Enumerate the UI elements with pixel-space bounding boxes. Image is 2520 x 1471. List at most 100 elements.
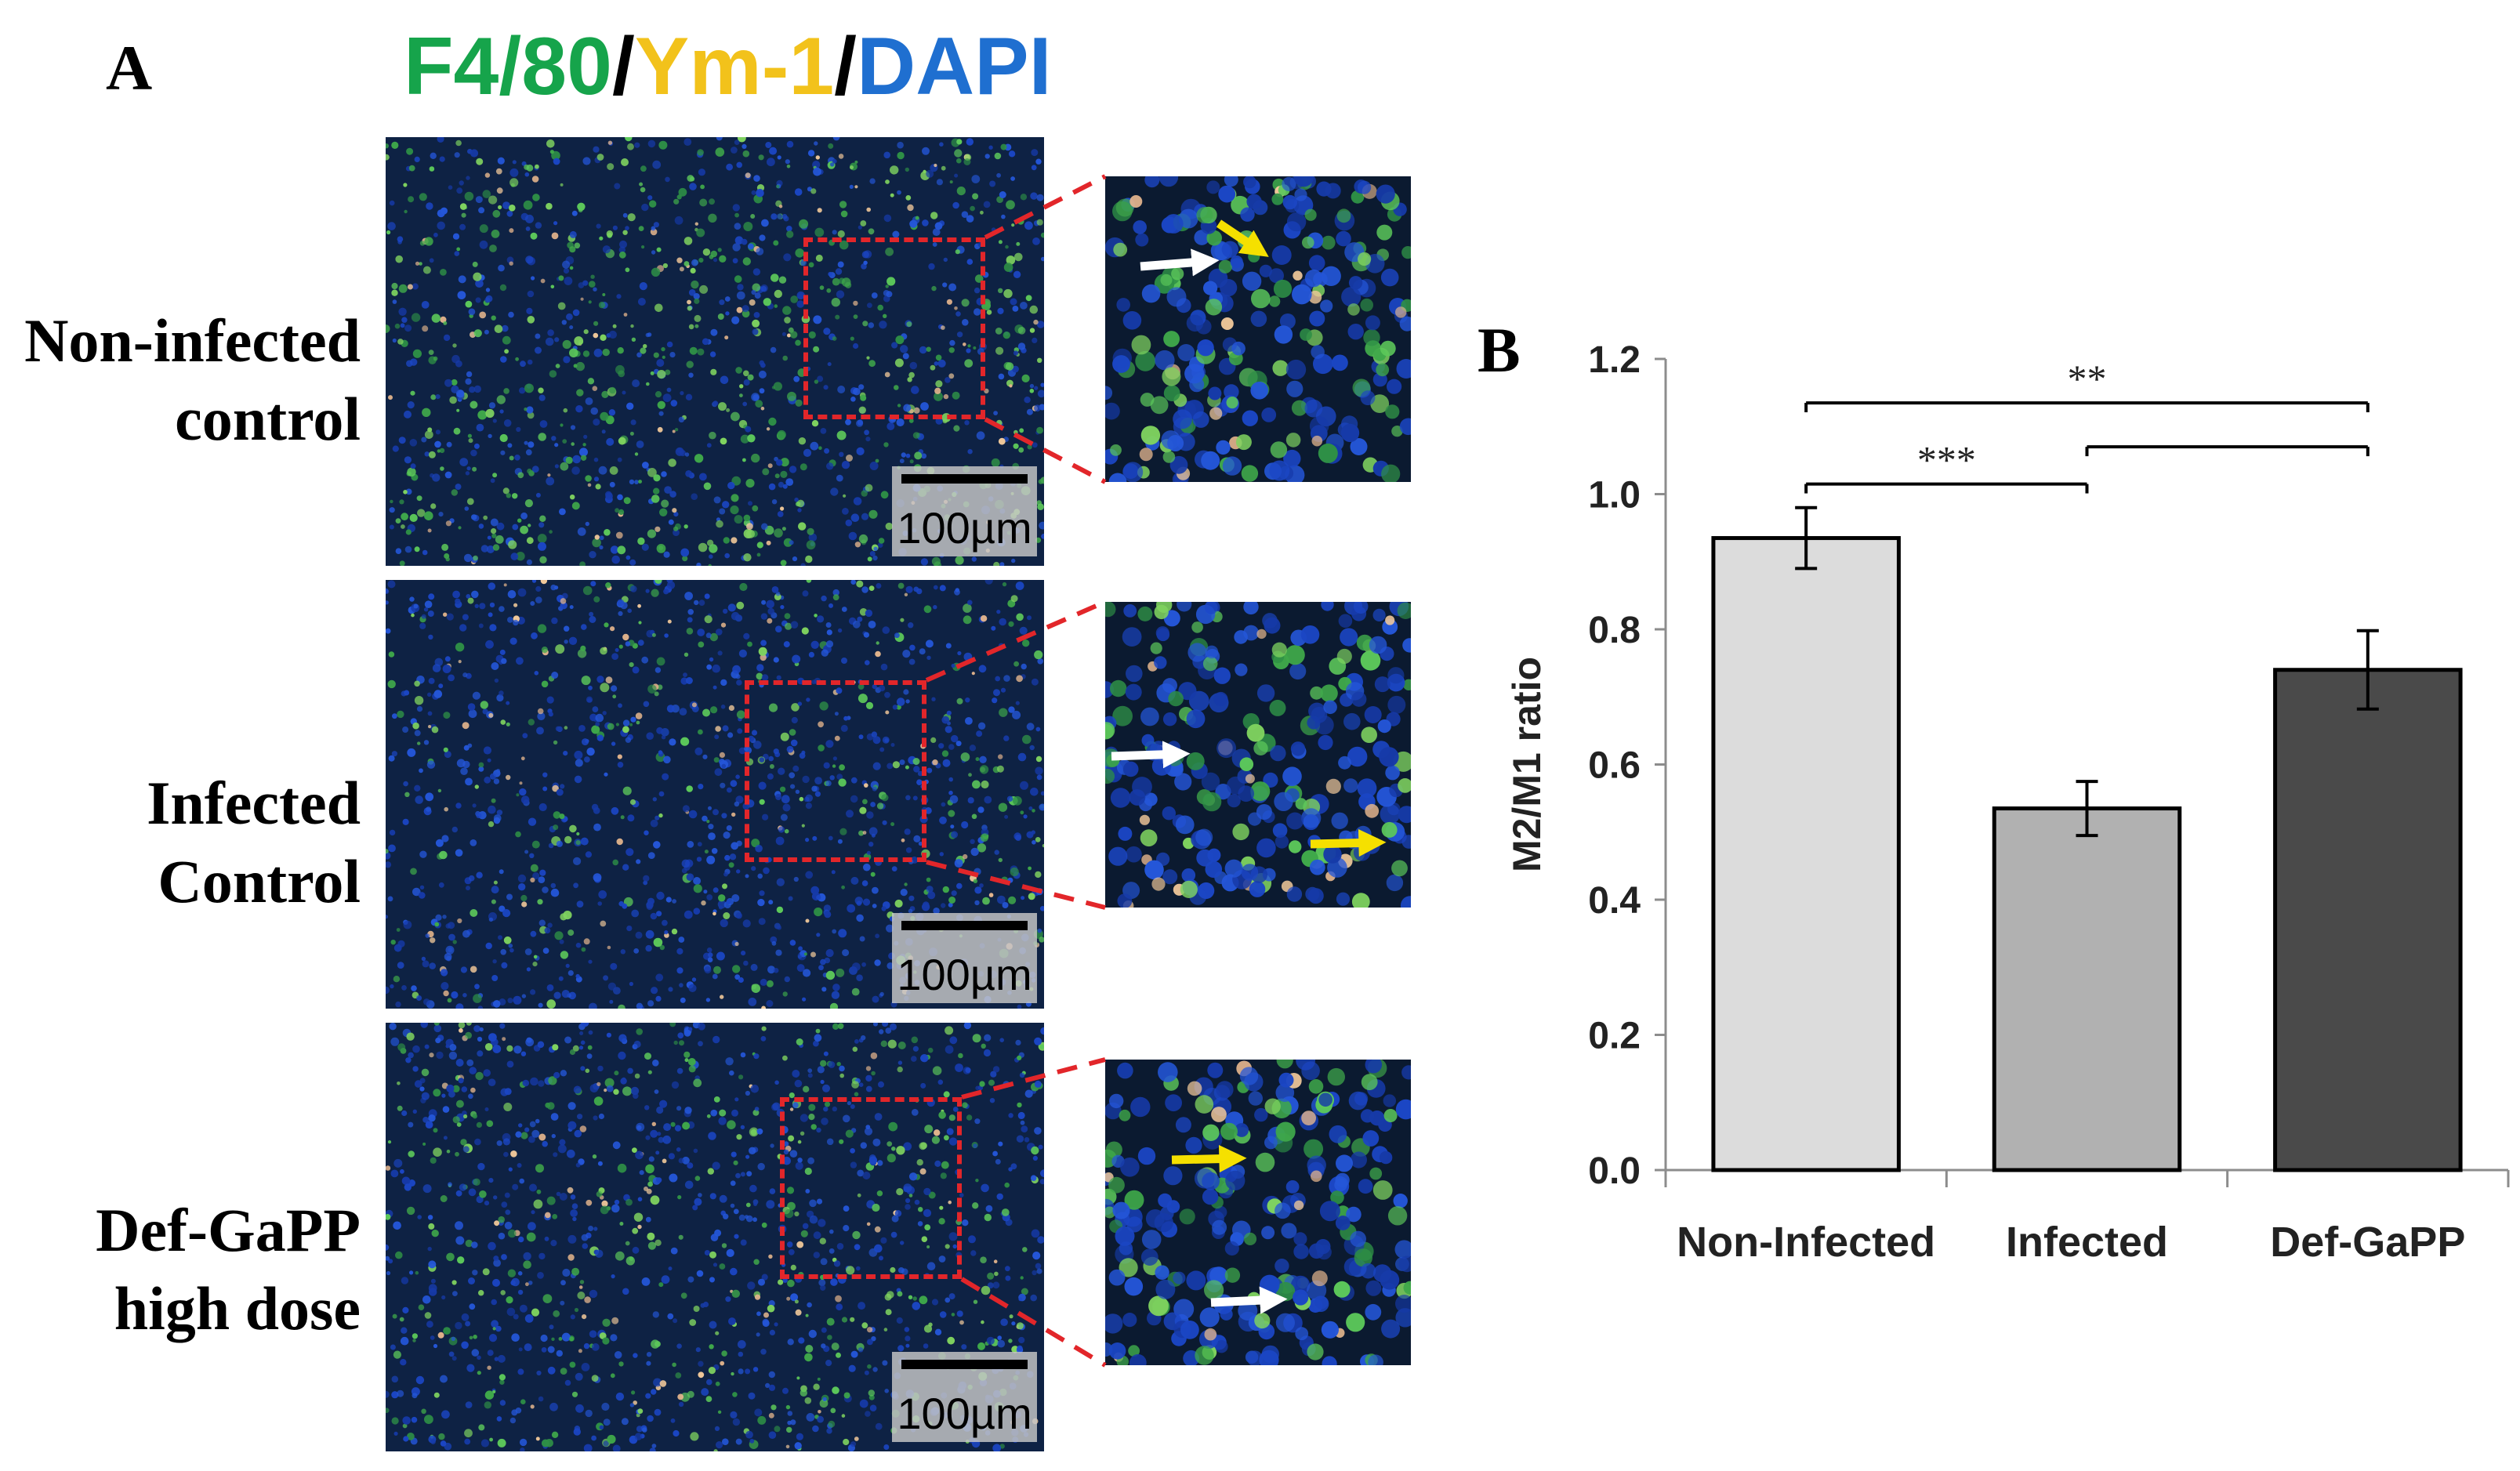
cell-speckle — [1300, 625, 1320, 644]
cell-speckle — [923, 1343, 929, 1349]
cell-speckle — [823, 904, 832, 912]
cell-speckle — [390, 1037, 400, 1046]
cell-speckle — [1365, 1060, 1383, 1074]
cell-speckle — [819, 1237, 826, 1245]
cell-speckle — [421, 437, 427, 443]
cell-speckle — [618, 644, 623, 649]
cell-speckle — [687, 609, 694, 615]
cell-speckle — [636, 720, 640, 725]
cell-speckle — [441, 543, 449, 551]
row-label-line2: control — [175, 385, 361, 453]
cell-speckle — [455, 1221, 463, 1230]
cell-speckle — [794, 1079, 803, 1088]
cell-speckle — [798, 1337, 805, 1344]
cell-speckle — [1245, 774, 1255, 784]
scale-bar-line — [901, 474, 1028, 484]
cell-speckle — [786, 1187, 795, 1194]
cell-speckle — [912, 1296, 917, 1301]
cell-speckle — [563, 267, 570, 274]
cell-speckle — [672, 508, 677, 513]
cell-speckle — [831, 991, 840, 999]
cell-speckle — [836, 1062, 841, 1067]
cell-speckle — [763, 1312, 769, 1318]
cell-speckle — [386, 154, 390, 161]
cell-speckle — [1362, 1130, 1380, 1147]
cell-speckle — [546, 202, 553, 210]
cell-speckle — [386, 1165, 391, 1171]
cell-speckle — [738, 137, 746, 143]
cell-speckle — [729, 853, 737, 860]
cell-speckle — [911, 1056, 917, 1062]
cell-speckle — [746, 523, 753, 530]
cell-speckle — [411, 985, 417, 991]
cell-speckle — [491, 662, 499, 670]
cell-speckle — [582, 1243, 589, 1249]
cell-speckle — [593, 1115, 598, 1121]
cell-speckle — [429, 1053, 434, 1058]
cell-speckle — [709, 1251, 716, 1259]
cell-speckle — [999, 708, 1008, 717]
cell-speckle — [422, 1184, 432, 1194]
cell-speckle — [1039, 1044, 1044, 1049]
cell-speckle — [796, 1038, 803, 1045]
cell-speckle — [872, 736, 881, 745]
cell-speckle — [974, 868, 981, 875]
cell-speckle — [406, 360, 413, 368]
cell-speckle — [412, 722, 419, 730]
cell-speckle — [488, 612, 493, 618]
cell-speckle — [569, 824, 577, 833]
cell-speckle — [876, 641, 879, 645]
cell-speckle — [1024, 1089, 1033, 1098]
cell-speckle — [598, 890, 607, 899]
cell-speckle — [972, 780, 981, 789]
cell-speckle — [1197, 339, 1214, 357]
cell-speckle — [830, 487, 839, 496]
cell-speckle — [1118, 826, 1133, 841]
cell-speckle — [490, 518, 499, 527]
cell-speckle — [496, 769, 501, 773]
cell-speckle — [397, 339, 404, 345]
cell-speckle — [597, 1065, 604, 1072]
cell-speckle — [797, 1139, 802, 1144]
channel-title: F4/80/Ym-1/DAPI — [404, 20, 1052, 114]
cell-speckle — [854, 542, 861, 548]
cell-speckle — [611, 1317, 619, 1324]
cell-speckle — [768, 703, 778, 712]
cell-speckle — [684, 1107, 692, 1114]
cell-speckle — [509, 1417, 517, 1424]
cell-speckle — [854, 1092, 859, 1096]
cell-speckle — [868, 585, 875, 591]
cell-speckle — [1032, 1270, 1037, 1276]
cell-speckle — [592, 706, 599, 712]
cell-speckle — [851, 987, 860, 996]
cell-speckle — [1399, 316, 1411, 332]
cell-speckle — [428, 725, 432, 729]
cell-speckle — [1250, 781, 1271, 802]
cell-speckle — [419, 193, 427, 201]
cell-speckle — [1293, 1289, 1309, 1306]
cell-speckle — [390, 499, 393, 504]
cell-speckle — [602, 245, 611, 254]
cell-speckle — [792, 765, 800, 772]
cell-speckle — [710, 250, 718, 258]
cell-speckle — [763, 867, 770, 875]
cell-speckle — [386, 600, 389, 605]
cell-speckle — [1380, 268, 1399, 287]
cell-speckle — [839, 764, 845, 771]
cell-speckle — [591, 1375, 599, 1382]
cell-speckle — [517, 518, 522, 523]
cell-speckle — [738, 977, 744, 983]
cell-speckle — [397, 962, 404, 969]
cell-speckle — [645, 589, 650, 593]
cell-speckle — [618, 370, 625, 378]
cell-speckle — [719, 752, 725, 758]
cell-speckle — [501, 1254, 507, 1260]
cell-speckle — [753, 312, 760, 318]
cell-speckle — [795, 1309, 802, 1316]
cell-speckle — [1032, 337, 1038, 343]
cell-speckle — [825, 970, 836, 980]
cell-speckle — [659, 1100, 668, 1108]
cell-speckle — [787, 333, 791, 338]
cell-speckle — [723, 912, 731, 919]
cell-speckle — [452, 1116, 460, 1124]
